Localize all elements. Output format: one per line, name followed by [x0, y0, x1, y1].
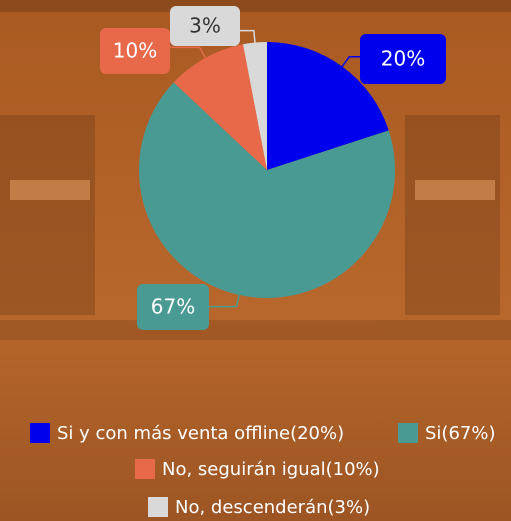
- legend-swatch: [398, 423, 418, 443]
- data-labels: 20% 67% 10% 3%: [100, 6, 446, 330]
- pie-slice: [173, 44, 267, 171]
- legend-swatch: [148, 497, 168, 517]
- legend-label: Si(67%): [425, 423, 495, 444]
- label-box: [137, 284, 209, 330]
- data-label: 20%: [381, 47, 425, 71]
- legend-label: Si y con más venta offline(20%): [57, 423, 344, 444]
- label-box: [170, 6, 240, 46]
- data-label: 67%: [151, 295, 195, 319]
- label-connector: [240, 29, 256, 43]
- legend-swatch: [135, 459, 155, 479]
- legend-label: No, seguirán igual(10%): [162, 459, 380, 480]
- label-connector: [341, 55, 360, 67]
- pie-slice: [243, 42, 267, 170]
- label-connector: [170, 46, 206, 59]
- legend-label: No, descenderán(3%): [175, 497, 370, 518]
- label-box: [360, 34, 446, 84]
- storefront: [0, 0, 511, 340]
- label-box: [100, 28, 170, 74]
- pie: [139, 42, 395, 299]
- data-label: 10%: [113, 39, 157, 63]
- label-connector: [209, 294, 240, 308]
- pie-slice: [139, 82, 395, 299]
- legend-swatch: [30, 423, 50, 443]
- pie-slice: [267, 42, 389, 170]
- data-label: 3%: [189, 14, 221, 38]
- legend: Si y con más venta offline(20%) Si(67%) No…: [30, 423, 495, 518]
